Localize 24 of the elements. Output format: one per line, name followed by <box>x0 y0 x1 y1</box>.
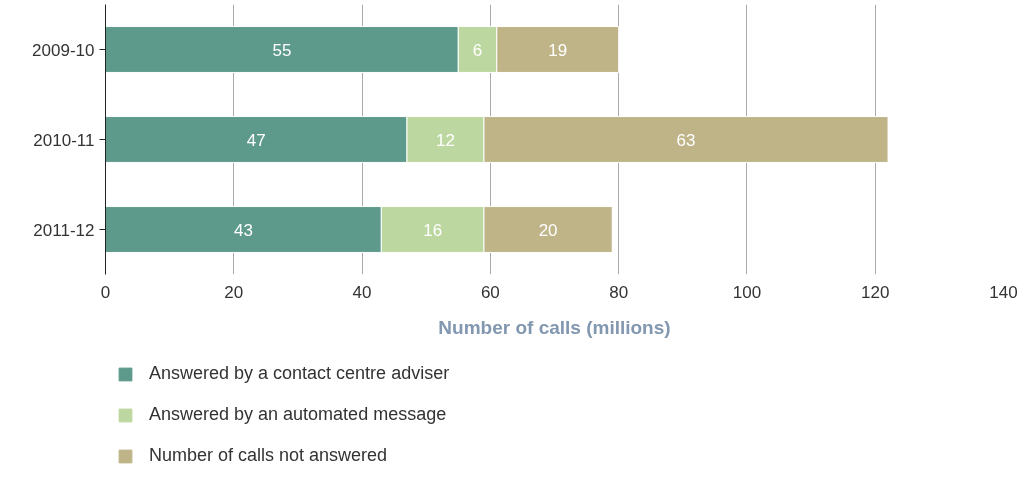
data-label: 6 <box>472 40 483 60</box>
legend-label: Answered by an automated message <box>149 404 447 425</box>
data-label: 20 <box>538 220 558 240</box>
x-tick-label: 80 <box>609 282 629 302</box>
data-label: 63 <box>676 130 696 150</box>
data-label: 16 <box>423 220 443 240</box>
data-label: 43 <box>233 220 253 240</box>
data-label: 55 <box>272 40 292 60</box>
x-tick-label: 120 <box>861 282 890 302</box>
x-tick-label: 40 <box>352 282 372 302</box>
y-tick-label: 2010-11 <box>33 130 95 150</box>
x-tick-label: 20 <box>224 282 244 302</box>
y-tick-label: 2009-10 <box>32 40 95 60</box>
legend-label: Answered by a contact centre adviser <box>149 363 450 384</box>
data-label: 47 <box>246 130 266 150</box>
legend-label: Number of calls not answered <box>149 445 388 466</box>
x-axis-title: Number of calls (millions) <box>438 316 671 338</box>
y-tick-label: 2011-12 <box>33 220 95 240</box>
x-tick-label: 140 <box>989 282 1018 302</box>
x-tick-label: 100 <box>732 282 762 302</box>
data-label: 19 <box>548 40 568 60</box>
x-tick-label: 0 <box>100 282 111 302</box>
data-label: 12 <box>436 130 455 150</box>
x-tick-label: 60 <box>480 282 500 302</box>
